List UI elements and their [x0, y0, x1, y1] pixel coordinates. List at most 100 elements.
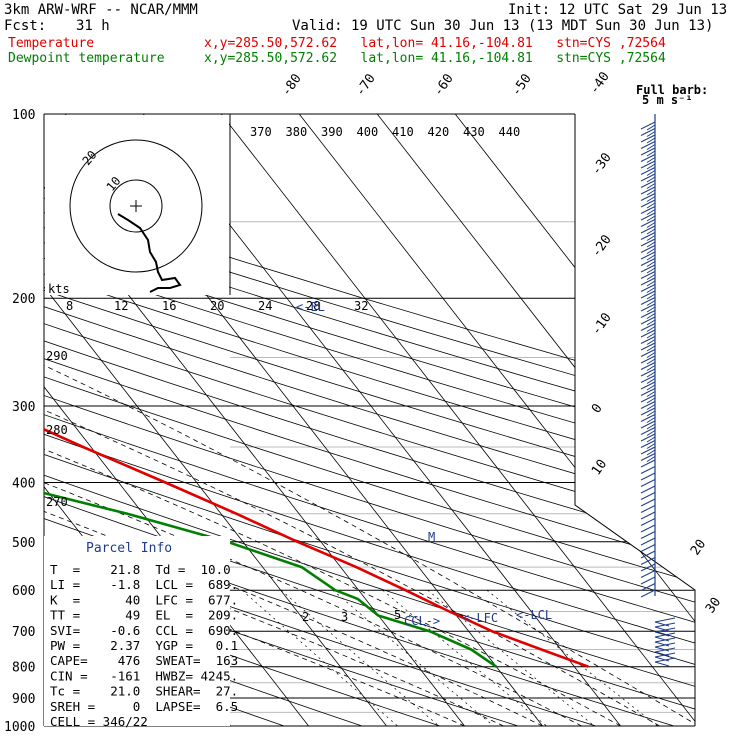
wind-barb [646, 176, 656, 183]
wind-barb [640, 570, 656, 578]
wind-barb [646, 215, 656, 222]
forecast-hours: 31 h [76, 18, 110, 34]
isotherm-label--40: -40 [587, 69, 613, 97]
wind-barb [640, 472, 656, 481]
pressure-label-800: 800 [12, 661, 35, 676]
isotherm-label-20: 20 [688, 537, 709, 558]
wind-barb [646, 124, 656, 131]
hodograph-speed-label-16: 16 [162, 299, 176, 313]
level-marker-m: M [428, 530, 435, 544]
wind-barb [646, 319, 656, 326]
hodograph-ring [69, 139, 203, 273]
wind-barb [640, 147, 656, 156]
wind-barb [646, 378, 656, 384]
forecast-label: Fcst: [4, 18, 47, 34]
pressure-label-200: 200 [12, 292, 35, 307]
dry-adiabat-450 [44, 114, 695, 726]
wind-barb [646, 443, 656, 449]
parcel-info-title: Parcel Info [86, 541, 172, 556]
theta-label-410: 410 [392, 125, 414, 139]
level-marker-ccl: CCL-> [404, 614, 440, 628]
mixing-ratio-5 [332, 589, 494, 726]
wind-barb [640, 518, 656, 526]
pressure-label-900: 900 [12, 692, 35, 707]
moist-adiabat-5 [44, 297, 504, 726]
wind-barb [646, 209, 656, 215]
mixing-ratio-2 [241, 589, 398, 726]
wind-barb [640, 316, 656, 325]
wind-barb-low [654, 637, 676, 643]
wind-barb [640, 349, 656, 357]
wind-barb [646, 157, 656, 163]
hodograph-speed-label-28: 28 [306, 299, 320, 313]
isotherm-40 [298, 114, 695, 726]
wind-barb [640, 492, 656, 500]
wind-barb [640, 290, 656, 299]
wind-barb [640, 531, 656, 539]
wind-barb [646, 267, 656, 274]
wind-barb [646, 150, 656, 157]
wind-barb-low [654, 617, 676, 623]
parcel-row: TT = 49 EL = 209. [50, 608, 238, 623]
parcel-row: PW = 2.37 YGP = 0.1 [50, 638, 238, 653]
wind-barb [640, 128, 656, 136]
wind-barb [646, 202, 656, 209]
wind-barb [640, 407, 656, 416]
wind-barb [646, 410, 656, 417]
wind-barb [640, 232, 656, 240]
hodograph-ring [109, 179, 163, 233]
wind-barb-low [654, 636, 670, 642]
pressure-label-300: 300 [12, 400, 35, 415]
wind-barb-low [654, 631, 670, 637]
wind-barb [640, 505, 656, 513]
wind-barb [640, 414, 656, 422]
isotherm-label--30: -30 [589, 150, 615, 178]
wind-barb [646, 293, 656, 300]
wind-barb [646, 248, 656, 254]
pressure-label-500: 500 [12, 536, 35, 551]
wind-barb-low [654, 652, 676, 658]
wind-barb [646, 274, 656, 280]
wind-barb [646, 352, 656, 358]
wind-barb [640, 336, 656, 344]
parcel-row: SREH = 0 LAPSE= 6.5 [50, 699, 238, 714]
theta-label-420: 420 [428, 125, 450, 139]
wind-barb [640, 193, 656, 201]
wind-barb [646, 397, 656, 404]
isotherm-label--20: -20 [589, 232, 615, 260]
wind-barb [640, 375, 656, 383]
wind-barb-low [654, 641, 670, 647]
wind-barb [646, 326, 656, 332]
dry-adiabat-270 [44, 114, 441, 726]
dry-adiabat-360 [44, 114, 695, 726]
isotherm-30 [220, 114, 695, 726]
theta-label-370: 370 [250, 125, 272, 139]
hodograph-background [45, 115, 229, 295]
theta-label-430: 430 [463, 125, 485, 139]
wind-barb [646, 423, 656, 430]
isotherm-label--50: -50 [509, 71, 535, 99]
init-time: Init: 12 UTC Sat 29 Jun 13 [508, 2, 728, 18]
hodograph-kts-label: kts [48, 282, 70, 296]
wind-barb [640, 381, 656, 390]
wind-barb [640, 466, 656, 474]
wind-barb [640, 180, 656, 188]
wind-barb [640, 212, 656, 221]
wind-barb [646, 222, 656, 228]
wind-barb [640, 498, 656, 507]
valid-time: Valid: 19 UTC Sun 30 Jun 13 (13 MDT Sun … [292, 18, 714, 34]
isotherm--10 [44, 114, 387, 726]
full-barb-label: Full barb: [636, 83, 708, 97]
wind-barb [640, 563, 656, 572]
wind-barb [640, 258, 656, 266]
pressure-label-1000: 1000 [4, 720, 35, 735]
wind-barb [640, 342, 656, 351]
level-marker-lfc: <-LFC [462, 611, 498, 625]
pressure-label-400: 400 [12, 476, 35, 491]
wind-barb-low [654, 657, 676, 663]
parcel-info-panel: Parcel Info T = 21.8 Td = 10.0LI = -1.8 … [44, 536, 238, 729]
wind-barb-low [654, 622, 676, 628]
pressure-label-700: 700 [12, 625, 35, 640]
level-marker-el: <-EL [296, 300, 325, 314]
wind-barb [640, 219, 656, 227]
